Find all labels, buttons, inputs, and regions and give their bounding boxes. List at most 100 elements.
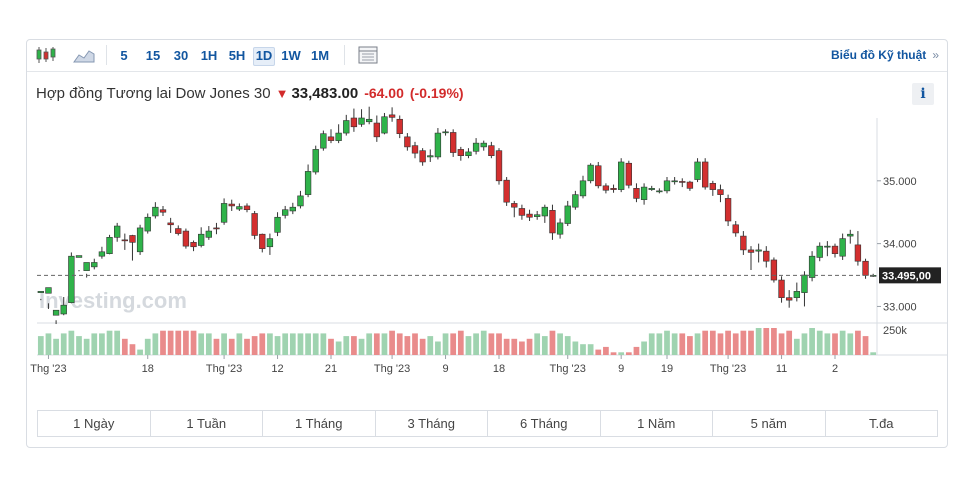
volume-bar xyxy=(816,330,823,355)
volume-bar xyxy=(717,333,724,355)
volume-bar xyxy=(519,341,525,355)
volume-bar xyxy=(244,338,250,355)
interval-1m-button[interactable]: 1M xyxy=(310,48,330,63)
volume-bar xyxy=(37,336,44,355)
chart-axes: 35.000 34.000 33.000 250k 33.495,00 Thg '23 18… xyxy=(30,176,941,375)
range-max[interactable]: T.đa xyxy=(868,416,894,431)
interval-1h-button[interactable]: 1H xyxy=(200,48,218,63)
candle-body xyxy=(808,255,816,278)
technical-chart-link[interactable]: Biểu đồ Kỹ thuật » xyxy=(831,48,939,62)
candle-body xyxy=(213,227,220,230)
volume-bar xyxy=(335,341,342,355)
volume-bar xyxy=(83,338,90,355)
volume-bar xyxy=(60,333,67,355)
volume-bar xyxy=(68,330,75,355)
time-range-selector: 1 Ngày 1 Tuần 1 Tháng 3 Tháng 6 Tháng 1 … xyxy=(37,410,938,437)
volume-bar xyxy=(633,346,640,355)
quote-header: Hợp đồng Tương lai Dow Jones 30 ▼ 33,483.0… xyxy=(36,83,464,103)
x-tick-label: 18 xyxy=(142,363,154,375)
candle-body xyxy=(740,235,747,251)
candle-body xyxy=(381,116,388,134)
candle-body xyxy=(778,279,785,298)
candle-body xyxy=(694,161,701,180)
candle-body xyxy=(610,188,617,190)
volume-bar xyxy=(870,352,877,355)
candle-body xyxy=(129,235,136,243)
volume-bar xyxy=(228,338,235,355)
interval-1d-button[interactable]: 1D xyxy=(253,47,275,66)
volume-bar xyxy=(618,352,625,355)
interval-5h-button[interactable]: 5H xyxy=(228,48,246,63)
candle-body xyxy=(236,206,243,210)
candle-body xyxy=(251,213,258,236)
candle-body xyxy=(755,249,762,252)
x-tick-label: 11 xyxy=(776,363,787,375)
candle-body xyxy=(480,142,487,148)
range-1-day[interactable]: 1 Ngày xyxy=(38,411,151,436)
volume-bar xyxy=(656,333,663,355)
volume-bar xyxy=(496,333,502,355)
y-tick-label: 33.000 xyxy=(883,301,917,313)
technical-chart-label: Biểu đồ Kỹ thuật xyxy=(830,48,927,62)
candle-body xyxy=(335,132,342,141)
candlestick-chart-icon[interactable] xyxy=(35,46,57,64)
candle-body xyxy=(68,255,75,303)
x-tick-label: 19 xyxy=(661,363,673,375)
volume-bar xyxy=(748,330,754,355)
area-chart-icon[interactable] xyxy=(73,46,95,64)
interval-1w-button[interactable]: 1W xyxy=(281,48,301,63)
volume-bar xyxy=(603,346,609,355)
range-1-year[interactable]: 1 Năm xyxy=(601,411,713,436)
candle-body xyxy=(327,136,335,141)
chart-panel: 5 15 30 1H 5H 1D 1W 1M Biểu đồ Kỹ thuật »… xyxy=(26,39,948,448)
range-6-months[interactable]: 6 Tháng xyxy=(488,411,601,436)
volume-bar xyxy=(381,333,388,355)
interval-30-button[interactable]: 30 xyxy=(173,48,189,63)
candle-body xyxy=(702,161,709,188)
x-tick-label: 21 xyxy=(325,363,337,375)
volume-bar xyxy=(809,328,815,355)
range-1-month[interactable]: 1 Tháng xyxy=(263,411,376,436)
volume-bar xyxy=(114,330,121,355)
range-3-months[interactable]: 3 Tháng xyxy=(376,411,488,436)
volume-bar xyxy=(801,333,808,355)
volume-bar xyxy=(396,333,403,355)
volume-bar xyxy=(839,330,846,355)
interval-15-button[interactable]: 15 xyxy=(145,48,161,63)
volume-bar xyxy=(740,330,747,355)
candle-body xyxy=(343,120,350,134)
range-5-years[interactable]: 5 năm xyxy=(713,411,826,436)
interval-5-button[interactable]: 5 xyxy=(120,48,128,63)
candle-body xyxy=(495,150,503,182)
range-1-week[interactable]: 1 Tuần xyxy=(151,411,263,436)
candle-body xyxy=(167,222,174,226)
candle-body xyxy=(503,179,510,203)
volume-bar xyxy=(549,330,556,355)
price-chart[interactable]: Investing.com 35.00034.00033.000250k33.4… xyxy=(27,40,947,380)
candle-body xyxy=(640,186,648,200)
info-button[interactable]: i xyxy=(912,83,934,105)
volume-bar xyxy=(282,333,289,355)
volume-bar xyxy=(152,333,159,355)
candle-body xyxy=(579,180,587,197)
volume-bar xyxy=(572,341,579,355)
volume-bar xyxy=(183,330,189,355)
volume-bar xyxy=(694,333,701,355)
candle-body xyxy=(83,262,90,271)
chart-toolbar: 5 15 30 1H 5H 1D 1W 1M Biểu đồ Kỹ thuật » xyxy=(27,40,947,72)
volume-bar xyxy=(763,328,770,355)
volume-bar xyxy=(641,341,647,355)
volume-bar xyxy=(267,333,273,355)
volume-bar xyxy=(289,333,296,355)
candle-body xyxy=(541,206,548,217)
volume-bar xyxy=(351,336,357,355)
volume-bar xyxy=(435,341,441,355)
table-view-icon[interactable] xyxy=(357,46,379,64)
volume-bar xyxy=(121,338,128,355)
candle-body xyxy=(411,145,419,154)
volume-bar xyxy=(419,338,426,355)
candle-body xyxy=(404,136,411,148)
candle-body xyxy=(427,155,434,158)
candle-body xyxy=(266,238,274,248)
candle-body xyxy=(289,206,296,212)
